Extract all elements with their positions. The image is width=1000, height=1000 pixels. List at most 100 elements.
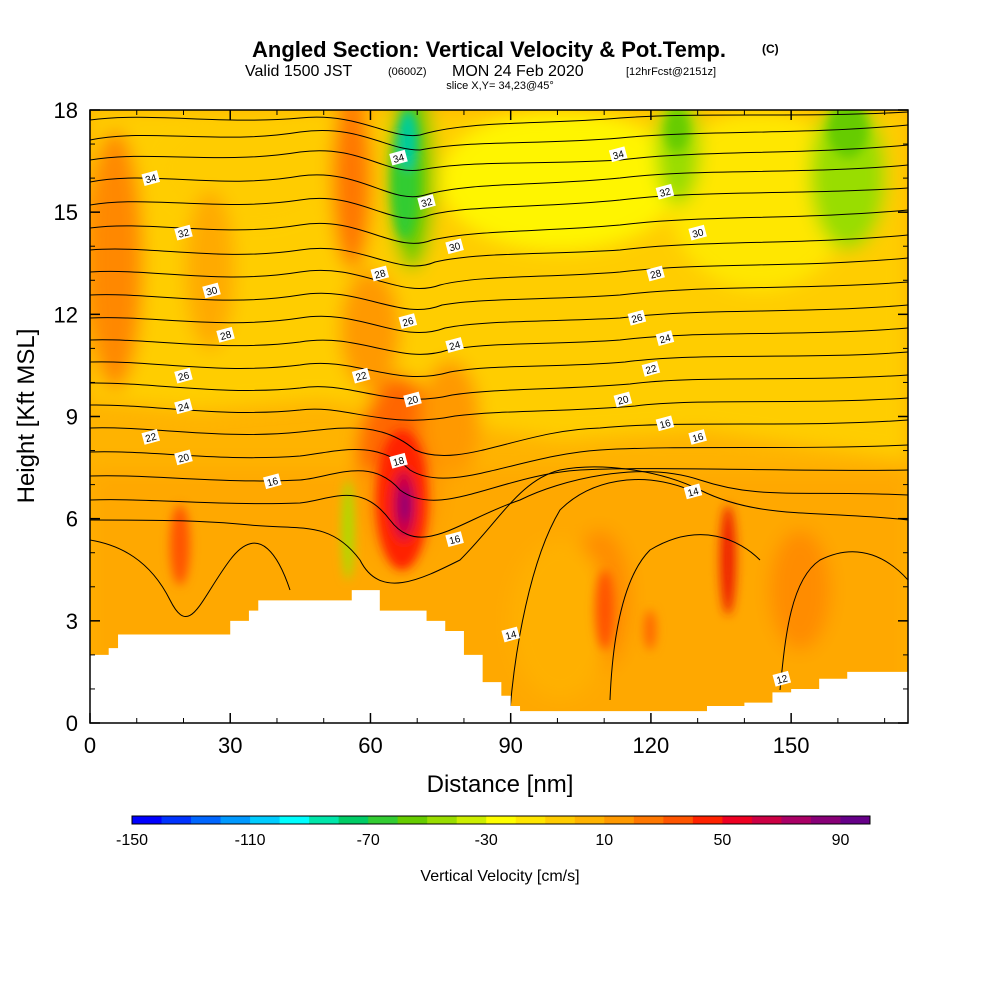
contour-label: 16: [445, 531, 464, 547]
contour-label-text: 26: [177, 370, 191, 384]
contour-label: 34: [141, 170, 161, 186]
contour-label-text: 32: [177, 227, 191, 241]
colorbar-swatch: [456, 816, 487, 824]
contour-label-box: [501, 626, 520, 643]
contour-label-text: 16: [659, 418, 673, 432]
colorbar-swatch: [781, 816, 812, 824]
y-axis: 0 3 6 9 12 15 18: [54, 98, 908, 736]
contour-label-box: [141, 170, 161, 186]
y-tick-label: 18: [54, 98, 78, 123]
contour-label: 32: [174, 224, 193, 241]
colorbar-swatch: [604, 816, 635, 824]
contour-label: 28: [646, 265, 665, 282]
theta-contour-labels: 34 32 30 28 26 24 22 20 16 34 32 30 28 26 24 22 20 18 16 14…: [141, 146, 792, 687]
colorbar-swatch: [132, 816, 163, 824]
contour-label: 22: [641, 360, 661, 377]
contour-label-box: [688, 224, 707, 241]
contour-label-text: 24: [448, 340, 462, 354]
contour-label-text: 32: [659, 186, 673, 200]
contour-label-box: [216, 326, 235, 343]
contour-label: 20: [613, 391, 633, 408]
plot-area: [90, 110, 908, 723]
contour-label-text: 26: [630, 312, 644, 326]
chart-title-mark: (C): [762, 42, 779, 56]
contour-label-text: 22: [355, 370, 369, 384]
colorbar-tick-label: -30: [475, 832, 498, 849]
contour-label-text: 30: [448, 241, 462, 255]
contour-label: 22: [141, 429, 161, 446]
contour-label: 16: [688, 429, 707, 445]
contour-label-box: [174, 398, 193, 415]
contour-label-box: [683, 483, 703, 500]
contour-label-text: 28: [373, 268, 387, 282]
colorbar-tick-label: 90: [832, 832, 850, 849]
contour-label: 30: [202, 282, 221, 299]
colorbar-tick-label: -110: [235, 832, 266, 849]
x-tick-label: 0: [84, 733, 96, 758]
colorbar-swatch: [663, 816, 694, 824]
contour-label-box: [445, 238, 464, 255]
contour-label: 22: [351, 367, 371, 384]
contour-label-box: [403, 391, 422, 408]
colorbar-swatch: [338, 816, 369, 824]
contour-label: 16: [655, 415, 675, 432]
contour-label-text: 30: [205, 285, 219, 299]
colorbar-swatch: [486, 816, 517, 824]
colorbar-label: Vertical Velocity [cm/s]: [420, 868, 579, 885]
contour-label: 34: [389, 149, 408, 166]
contour-label-box: [202, 282, 221, 299]
contour-label-box: [389, 452, 408, 469]
colorbar-swatch: [692, 816, 723, 824]
valid-zulu: (0600Z): [388, 66, 427, 78]
x-tick-label: 150: [773, 733, 810, 758]
x-tick-label: 120: [633, 733, 670, 758]
contour-label-text: 20: [406, 394, 420, 408]
contour-label: 26: [174, 367, 193, 384]
contour-label: 16: [263, 473, 282, 489]
colorbar-swatch: [633, 816, 664, 824]
contour-label-text: 28: [219, 329, 233, 343]
contour-label-text: 14: [504, 629, 518, 643]
contour-label-text: 24: [659, 333, 673, 347]
contour-label: 30: [445, 238, 464, 255]
colorbar-swatch: [515, 816, 546, 824]
contour-label: 24: [174, 398, 193, 415]
contour-label-text: 18: [392, 455, 406, 469]
y-tick-label: 12: [54, 302, 78, 327]
chart-title-block: Angled Section: Vertical Velocity & Pot.…: [245, 37, 779, 92]
contour-label-box: [688, 429, 707, 445]
colorbar-swatch: [751, 816, 782, 824]
valid-time: Valid 1500 JST: [245, 63, 353, 80]
contour-label: 20: [403, 391, 422, 408]
contour-label-text: 12: [775, 673, 789, 687]
chart-title: Angled Section: Vertical Velocity & Pot.…: [252, 37, 726, 62]
contour-label: 14: [501, 626, 520, 643]
contour-label-box: [627, 309, 647, 326]
contour-label-text: 34: [392, 152, 406, 166]
forecast-info: [12hrFcst@2151z]: [626, 66, 716, 78]
x-tick-label: 90: [498, 733, 522, 758]
colorbar-swatch: [368, 816, 399, 824]
y-axis-label: Height [Kft MSL]: [13, 329, 40, 504]
contour-label-text: 14: [687, 486, 701, 500]
contour-label-box: [398, 313, 418, 330]
contour-label-text: 32: [420, 197, 434, 211]
theta-contours: [90, 111, 908, 711]
contour-label-box: [641, 360, 661, 377]
contour-label-box: [655, 415, 675, 432]
contour-label-text: 22: [144, 432, 158, 446]
slice-info: slice X,Y= 34,23@45°: [446, 80, 554, 92]
contour-label-box: [417, 194, 436, 210]
colorbar-swatch: [220, 816, 251, 824]
contour-label: 14: [683, 483, 703, 500]
contour-label-text: 20: [616, 394, 630, 408]
y-tick-label: 9: [66, 405, 78, 430]
contour-label-box: [608, 146, 628, 163]
contour-label: 20: [174, 449, 193, 466]
contour-label-text: 28: [649, 268, 663, 282]
contour-label-text: 20: [177, 452, 191, 466]
contour-label: 32: [417, 194, 436, 211]
contour-label-box: [370, 265, 390, 282]
contour-label-text: 24: [177, 401, 191, 415]
